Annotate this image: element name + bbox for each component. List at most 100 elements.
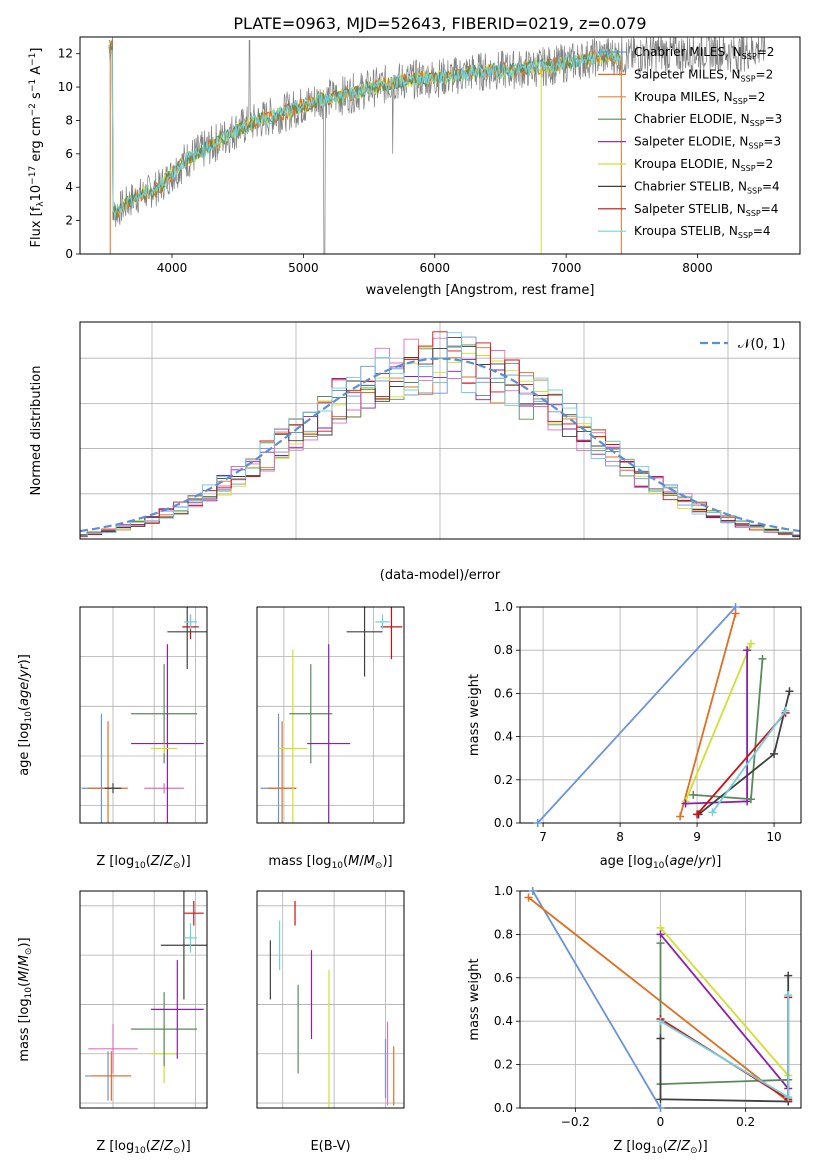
legend-entry: Salpeter STELIB, NSSP=4 (634, 202, 778, 218)
mass-weight-marker (656, 939, 665, 948)
data-point (183, 614, 198, 630)
y-tick-label: 0.4 (494, 1014, 513, 1028)
data-point (267, 721, 297, 823)
legend-entry: Chabrier MILES, NSSP=2 (634, 45, 774, 61)
mass-weight-marker (656, 1104, 665, 1112)
x-axis-label: age [log10(age/yr)] (600, 854, 722, 871)
data-point (131, 992, 198, 1067)
figure-title: PLATE=0963, MJD=52643, FIBERID=0219, z=0… (233, 14, 646, 33)
y-tick-label: 0 (65, 247, 73, 261)
y-tick-label: 9.6 (231, 1096, 250, 1110)
axes-frame (256, 890, 405, 1109)
x-tick-label: 6000 (419, 261, 450, 275)
axes-frame (256, 606, 405, 824)
data-point (380, 607, 403, 660)
y-tick-label: 0.3 (54, 396, 73, 410)
data-point (104, 783, 122, 794)
series-lines (533, 603, 794, 827)
x-tick-label: 2 (724, 546, 732, 560)
legend-entry: 𝒩(0, 1) (738, 337, 785, 352)
mass-weight-marker (784, 971, 793, 980)
mass-weight-marker (781, 706, 790, 715)
data-point (131, 644, 204, 823)
x-axis-label: Z [log10(Z/Z⊙)] (96, 854, 190, 871)
data-point (167, 607, 207, 670)
x-axis-label: (data-model)/error (380, 568, 501, 583)
y-axis-label: mass weight (467, 674, 482, 756)
x-tick-label: 10 (766, 830, 781, 844)
error-bars: −0.25 0 0.25 9.4 9.6 9.8 10 (54, 607, 207, 844)
legend-entry: Salpeter MILES, NSSP=2 (634, 67, 773, 83)
x-tick-label: 0.20 (321, 1115, 348, 1129)
z-vs-massweight-panel: −0.2 0 0.2 0.0 0.2 0.4 0.6 0.8 1.0 Z [log10(Z/Z⊙)… (467, 884, 802, 1156)
error-bars: −0.25 0 0.25 9.6 9.8 10 10.2 10.4 (46, 891, 209, 1129)
residual-histogram (80, 344, 800, 536)
mass-weight-marker (784, 1093, 793, 1102)
y-tick-label: 0.6 (494, 686, 513, 700)
y-tick-label: 10.2 (223, 948, 250, 962)
mass-weight-line (537, 606, 737, 824)
legend-entry: Chabrier ELODIE, NSSP=3 (634, 112, 782, 128)
data-point (278, 649, 308, 823)
data-point (289, 664, 333, 764)
y-tick-label: 4 (65, 180, 73, 194)
histogram-panel: −2 −1 0 1 2 0.0 0.1 0.2 0.3 0.4 (data-model)/error… (29, 321, 801, 583)
legend-entry: Kroupa STELIB, NSSP=4 (634, 224, 771, 240)
y-tick-label: 9.8 (54, 1047, 73, 1061)
x-tick-label: 7000 (551, 261, 582, 275)
x-axis-label: Z [log10(Z/Z⊙)] (96, 1139, 190, 1156)
normal-curve (80, 357, 800, 533)
mass-weight-line (711, 710, 787, 813)
x-axis-label: E(B-V) (310, 1139, 350, 1154)
error-bars: 0.15 0.20 0.25 9.6 9.8 10 10.2 10.4 (223, 891, 404, 1129)
y-axis-label: mass [log10(M/M⊙)] (17, 937, 34, 1061)
data-point (150, 960, 204, 1059)
data-point (375, 614, 390, 630)
mass-weight-marker (731, 609, 740, 618)
mass-weight-marker (656, 1034, 665, 1043)
mass-weight-marker (656, 1017, 665, 1026)
y-tick-label: 6 (65, 147, 73, 161)
x-tick-label: 5000 (288, 261, 319, 275)
y-tick-label: 1.0 (494, 600, 513, 614)
x-tick-label: 0 (657, 1115, 665, 1129)
y-tick-label: 9.6 (54, 749, 73, 763)
y-tick-label: 0.0 (494, 816, 513, 830)
ebv-vs-mass-panel: 0.15 0.20 0.25 9.6 9.8 10 10.2 10.4 E(B-V) (223, 890, 405, 1154)
mass-weight-marker (681, 799, 690, 808)
residual-histogram (80, 336, 800, 537)
x-tick-label: 0 (150, 830, 158, 844)
legend-entry: Kroupa ELODIE, NSSP=2 (634, 157, 773, 173)
mass-vs-age-panel: 9.75 10.00 10.25 9.4 9.6 9.8 10 mass [log10(M/M… (256, 606, 405, 871)
y-tick-label: 10.4 (46, 899, 73, 913)
age-vs-massweight-panel: 7 8 9 10 0.0 0.2 0.4 0.6 0.8 1.0 age [log10(age/yr… (467, 600, 802, 871)
mass-weight-marker (656, 1095, 665, 1104)
x-tick-label: 10.25 (356, 830, 390, 844)
y-tick-label: 8 (65, 113, 73, 127)
model-spectrum (108, 45, 622, 217)
mass-weight-marker (528, 887, 537, 895)
x-tick-label: 1 (580, 546, 588, 560)
mass-weight-marker (770, 749, 779, 758)
y-tick-label: 0.4 (494, 730, 513, 744)
y-tick-label: 2 (65, 214, 73, 228)
axes-frame (79, 36, 801, 255)
data-point (88, 1024, 138, 1074)
mass-weight-marker (743, 646, 752, 655)
y-axis-label: mass weight (467, 958, 482, 1040)
x-axis-label: wavelength [Angstrom, rest frame] (366, 283, 595, 298)
error-bars: 9.75 10.00 10.25 9.4 9.6 9.8 10 (257, 607, 404, 844)
mass-weight-marker (676, 812, 685, 821)
mass-weight-marker (746, 639, 755, 648)
y-tick-label: 0.0 (494, 1101, 513, 1115)
x-tick-label: −0.25 (95, 1115, 132, 1129)
y-tick-label: 0.0 (54, 532, 73, 546)
legend-entry: Kroupa MILES, NSSP=2 (634, 90, 765, 106)
x-tick-label: 0.25 (182, 1115, 209, 1129)
y-tick-label: 10 (58, 80, 73, 94)
axes-frame (80, 607, 207, 823)
data-point (183, 900, 204, 926)
axes-frame (519, 606, 802, 824)
y-axis-label: Flux [fλ10−17 erg cm−2 s−1 A−1] (28, 48, 46, 248)
z-vs-mass-panel: −0.25 0 0.25 9.6 9.8 10 10.2 10.4 Z [log10(Z/Z⊙)… (17, 890, 209, 1156)
